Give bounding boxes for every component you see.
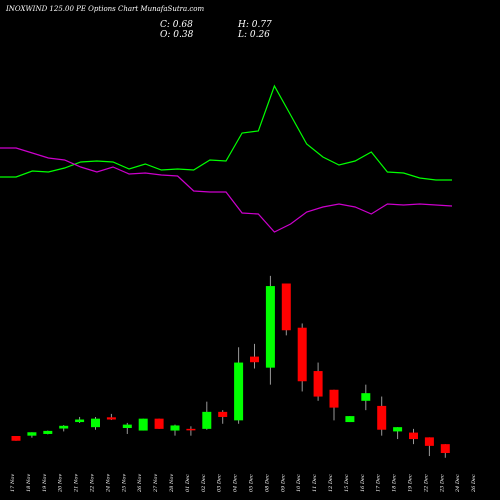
- candle-body: [218, 411, 228, 417]
- candle-body: [138, 418, 148, 431]
- candle: [170, 424, 180, 436]
- x-tick-label: 21 Nov: [74, 474, 80, 493]
- candle: [234, 347, 244, 424]
- x-tick-label: 04 Dec: [233, 474, 239, 492]
- chart-title: INOXWIND 125.00 PE Options Chart MunafaS…: [5, 5, 205, 13]
- candle-body: [59, 425, 69, 429]
- x-tick-label: 15 Dec: [344, 474, 350, 492]
- candle-body: [281, 283, 291, 331]
- candle-body: [154, 418, 164, 429]
- x-tick-label: 05 Dec: [249, 474, 255, 492]
- candle: [138, 418, 148, 431]
- x-tick-label: 19 Nov: [42, 474, 48, 492]
- x-tick-label: 27 Nov: [153, 474, 159, 493]
- indicator-line: [0, 147, 453, 233]
- candle: [440, 444, 450, 458]
- candle: [11, 436, 21, 441]
- open-readout: O: 0.38: [160, 30, 194, 40]
- candle-body: [393, 427, 403, 432]
- candle-body: [122, 424, 132, 429]
- candle-body: [234, 362, 244, 421]
- x-tick-label: 17 Nov: [10, 474, 16, 492]
- indicator-line: [0, 84, 452, 181]
- candle: [43, 430, 53, 435]
- x-tick-label: 24 Nov: [105, 474, 111, 493]
- candle: [409, 428, 418, 445]
- x-tick-label: 01 Dec: [185, 474, 191, 492]
- candle-body: [313, 371, 323, 397]
- candle: [75, 416, 85, 423]
- candle: [345, 416, 355, 423]
- low-readout: L: 0.26: [237, 30, 270, 40]
- candles: [11, 275, 450, 458]
- x-tick-label: 18 Dec: [392, 474, 398, 492]
- x-tick-label: 24 Dec: [455, 474, 461, 493]
- x-tick-label: 12 Dec: [328, 474, 334, 492]
- candle-body: [345, 416, 355, 423]
- x-tick-label: 03 Dec: [217, 474, 223, 492]
- x-tick-label: 23 Dec: [439, 474, 445, 493]
- candle: [122, 422, 132, 434]
- candle-body: [250, 356, 259, 363]
- x-tick-label: 22 Dec: [423, 474, 429, 493]
- candle-body: [329, 389, 339, 408]
- candle: [281, 283, 291, 336]
- x-tick-label: 10 Dec: [296, 474, 302, 492]
- x-tick-label: 20 Nov: [58, 474, 64, 493]
- candle-body: [424, 437, 434, 446]
- candle: [202, 401, 212, 430]
- candle: [154, 418, 164, 429]
- candle-body: [297, 327, 307, 382]
- candle: [106, 413, 116, 421]
- candle: [313, 362, 323, 401]
- candle-body: [440, 444, 450, 453]
- x-tick-label: 19 Dec: [408, 474, 414, 492]
- candle: [424, 437, 434, 457]
- candle-body: [265, 286, 275, 368]
- x-tick-label: 02 Dec: [201, 474, 207, 492]
- candle: [361, 384, 371, 411]
- candle-body: [91, 418, 100, 428]
- x-tick-label: 11 Dec: [312, 474, 318, 492]
- candle: [265, 275, 275, 385]
- candle-body: [202, 411, 212, 429]
- high-readout: H: 0.77: [237, 20, 272, 30]
- candle-body: [43, 430, 53, 434]
- x-tick-label: 26 Dec: [471, 474, 477, 493]
- candle: [186, 426, 196, 436]
- candle-body: [361, 393, 371, 401]
- candle-body: [27, 432, 37, 436]
- candle: [297, 323, 307, 392]
- candle-body: [186, 428, 196, 431]
- x-axis-ticks: 17 Nov 18 Nov 19 Nov 20 Nov 21 Nov 22 Nov 24 N…: [10, 474, 477, 493]
- candle-body: [170, 425, 180, 431]
- x-tick-label: 25 Nov: [121, 474, 127, 493]
- candle: [329, 389, 339, 421]
- x-tick-label: 18 Nov: [26, 474, 32, 492]
- candle-body: [11, 436, 21, 441]
- candle-body: [409, 432, 418, 440]
- x-tick-label: 28 Nov: [169, 474, 175, 493]
- candle: [27, 432, 37, 438]
- x-tick-label: 16 Dec: [360, 474, 366, 492]
- candle: [91, 416, 100, 430]
- candle-body: [377, 405, 387, 430]
- x-tick-label: 22 Nov: [90, 474, 96, 493]
- candle: [59, 425, 69, 432]
- candle-body: [106, 417, 116, 420]
- candle-body: [75, 419, 85, 423]
- candle: [393, 427, 403, 440]
- x-tick-label: 08 Dec: [264, 474, 270, 492]
- indicator-lines: [0, 84, 453, 233]
- x-tick-label: 09 Dec: [280, 474, 286, 492]
- candle: [218, 410, 228, 424]
- candle: [250, 343, 259, 369]
- x-tick-label: 26 Nov: [137, 474, 143, 493]
- candle: [377, 396, 387, 436]
- x-tick-label: 17 Dec: [376, 474, 382, 492]
- close-readout: C: 0.68: [160, 20, 193, 30]
